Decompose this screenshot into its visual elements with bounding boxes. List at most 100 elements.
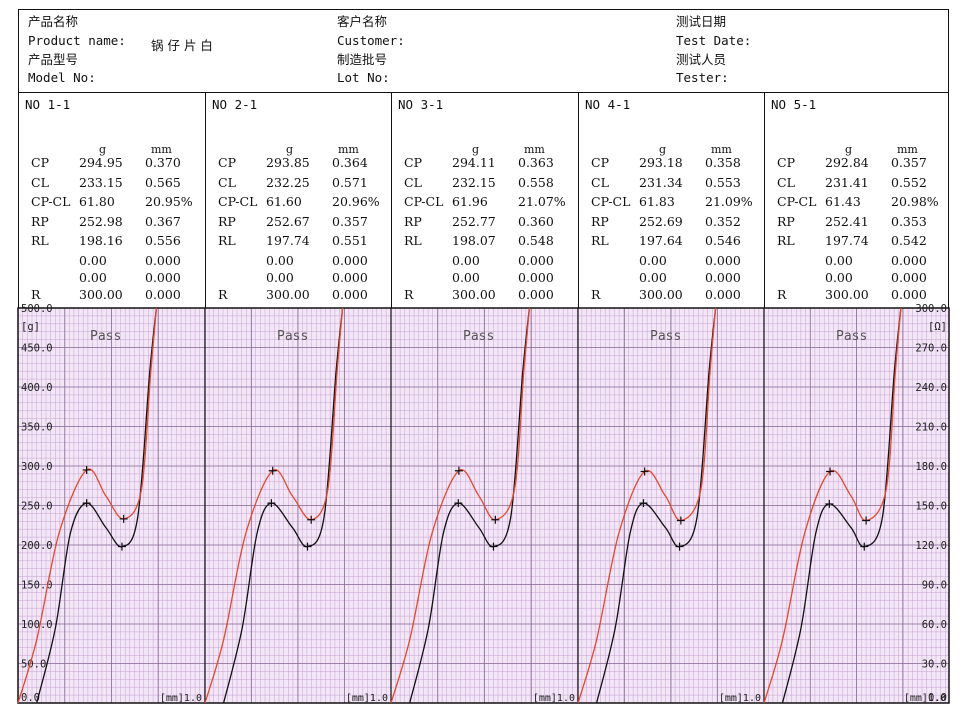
measure-stroke: 0.357 [332, 214, 368, 229]
y2-tick-label: 210.0 [915, 422, 947, 434]
tester-en: Tester: [676, 70, 729, 85]
rl-marker [117, 542, 126, 551]
measure-stroke: 0.000 [332, 253, 368, 268]
rl-marker [675, 542, 684, 551]
measure-row: R 300.00 0.000 [392, 287, 578, 306]
y-tick-label: 400.0 [21, 382, 53, 394]
measure-row: RP 252.67 0.357 [206, 214, 391, 233]
measure-row: 0.00 0.000 [392, 270, 578, 289]
measure-row: RL 197.64 0.546 [579, 233, 764, 252]
measure-label: RP [777, 214, 795, 229]
measure-label: RL [777, 233, 795, 248]
measure-row: R 300.00 0.000 [765, 287, 950, 306]
unit-mm-label: mm [338, 143, 359, 156]
date-en: Test Date: [676, 33, 752, 48]
sample-panel: NO 2-1 g mm CP 293.85 0.364 CL 232.25 0.571 CP-CL… [206, 93, 392, 308]
y2-tick-label: 60.0 [922, 619, 947, 631]
measure-row: CP 293.85 0.364 [206, 155, 391, 174]
customer-cn: 客户名称 [337, 14, 388, 29]
measure-label: CP [777, 155, 795, 170]
measure-force: 61.96 [452, 194, 488, 209]
measure-force: 0.00 [79, 270, 107, 285]
measure-force: 252.77 [452, 214, 496, 229]
measure-label: R [31, 287, 41, 302]
cl-marker [862, 516, 871, 525]
measure-row: 0.00 0.000 [392, 253, 578, 272]
y2-unit-label: [Ω] [928, 321, 947, 333]
measure-force: 0.00 [639, 270, 667, 285]
sample-number: NO 3-1 [398, 97, 444, 112]
measure-label: RP [404, 214, 422, 229]
measure-stroke: 0.000 [891, 287, 927, 302]
y-unit-label: [g] [21, 321, 40, 333]
measure-label: RP [31, 214, 49, 229]
measure-label: RP [591, 214, 609, 229]
y2-tick-label: 0.0 [928, 692, 947, 704]
sample-results: NO 1-1 g mm CP 294.95 0.370 CL 233.15 0.565 CP-CL… [18, 93, 949, 308]
measure-label: R [591, 287, 601, 302]
release-curve [36, 307, 158, 704]
cl-marker [491, 515, 500, 524]
measure-force: 232.15 [452, 175, 496, 190]
measure-force: 0.00 [825, 270, 853, 285]
measure-row: R 300.00 0.000 [206, 287, 391, 306]
measure-stroke: 0.000 [705, 287, 741, 302]
measure-label: CP [404, 155, 422, 170]
product-name-cn: 产品名称 [28, 14, 79, 29]
sample-panel: NO 5-1 g mm CP 292.84 0.357 CL 231.41 0.552 CP-CL… [765, 93, 950, 308]
measure-row: CP 293.18 0.358 [579, 155, 764, 174]
measure-label: RL [591, 233, 609, 248]
press-curve [763, 307, 902, 704]
measure-stroke: 0.367 [145, 214, 181, 229]
release-curve [409, 307, 531, 704]
measure-stroke: 0.000 [891, 253, 927, 268]
measure-row: CP 294.95 0.370 [19, 155, 205, 174]
sample-panel: NO 1-1 g mm CP 294.95 0.370 CL 233.15 0.565 CP-CL… [19, 93, 206, 308]
measure-stroke: 0.551 [332, 233, 368, 248]
rl-marker [860, 542, 869, 551]
measure-row: CP-CL 61.83 21.09% [579, 194, 764, 213]
cp-marker [268, 466, 277, 475]
cl-marker [119, 514, 128, 523]
y-tick-label: 450.0 [21, 343, 53, 355]
customer-en: Customer: [337, 33, 405, 48]
rl-marker [303, 542, 312, 551]
unit-mm-label: mm [524, 143, 545, 156]
chart-border [17, 307, 950, 704]
measure-force: 294.11 [452, 155, 496, 170]
measure-row: RL 198.07 0.548 [392, 233, 578, 252]
y-tick-label: 500.0 [21, 303, 53, 315]
rp-marker [82, 499, 91, 508]
measure-row: CP-CL 61.96 21.07% [392, 194, 578, 213]
sample-number: NO 2-1 [212, 97, 258, 112]
measure-label: CL [218, 175, 236, 190]
measure-label: RL [218, 233, 236, 248]
measure-row: R 300.00 0.000 [19, 287, 205, 306]
measure-row: CL 232.15 0.558 [392, 175, 578, 194]
measure-row: CL 231.41 0.552 [765, 175, 950, 194]
y-tick-label: 350.0 [21, 422, 53, 434]
lot-en: Lot No: [337, 70, 390, 85]
measure-stroke: 0.571 [332, 175, 368, 190]
measure-force: 231.34 [639, 175, 683, 190]
measure-force: 300.00 [266, 287, 310, 302]
y-tick-label: 100.0 [21, 619, 53, 631]
measure-force: 300.00 [452, 287, 496, 302]
unit-g-label: g [99, 143, 107, 156]
measure-stroke: 0.556 [145, 233, 181, 248]
measure-row: CP-CL 61.60 20.96% [206, 194, 391, 213]
measure-label: CL [31, 175, 49, 190]
panel-divider [204, 308, 765, 703]
measure-row: CL 231.34 0.553 [579, 175, 764, 194]
unit-g-label: g [286, 143, 294, 156]
y2-tick-label: 270.0 [915, 343, 947, 355]
measure-force: 197.74 [825, 233, 869, 248]
press-curve [577, 307, 717, 704]
measure-stroke: 21.09% [705, 194, 753, 209]
measure-force: 198.16 [79, 233, 123, 248]
pass-label: Pass [277, 329, 308, 344]
measure-force: 0.00 [639, 253, 667, 268]
y-tick-label: 0.0 [21, 692, 40, 704]
measure-row: RL 197.74 0.542 [765, 233, 950, 252]
